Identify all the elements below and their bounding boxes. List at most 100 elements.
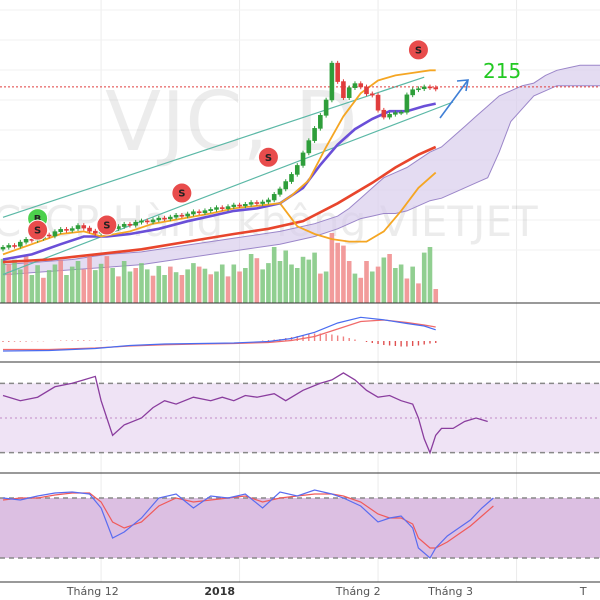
volume-bar [427, 247, 433, 303]
target-price-label: 215 [483, 59, 521, 83]
macd-line [2, 316, 436, 352]
sell-signal-marker: S [27, 219, 49, 241]
volume-bar [139, 263, 144, 303]
candle-body [191, 211, 196, 215]
volume-bar [375, 266, 381, 303]
candle-body [18, 241, 23, 247]
candle-body [283, 181, 289, 190]
candle-body [294, 165, 300, 175]
candle-body [150, 219, 156, 223]
macd-pane [2, 316, 437, 352]
candle-body [364, 86, 369, 95]
volume-bar [323, 271, 329, 303]
signal-letter: S [34, 226, 41, 237]
candle-body [416, 88, 421, 91]
trend-channel [2, 76, 454, 275]
volume-bar [231, 264, 237, 303]
volume-bar [300, 256, 306, 303]
candle-body [231, 204, 237, 207]
x-tick-label: Tháng 12 [66, 585, 119, 598]
volume-bar [283, 250, 289, 303]
volume-bar [173, 272, 179, 303]
volume-bar [208, 274, 214, 303]
volume-bar [150, 275, 156, 303]
rsi-line [2, 372, 488, 455]
arrow-head [456, 79, 469, 92]
volume-bar [306, 259, 312, 303]
candle-body [381, 109, 387, 118]
volume-bar [387, 254, 392, 303]
volume-bars [0, 233, 439, 303]
volume-bar [29, 275, 35, 303]
candle-body [352, 83, 358, 89]
candle-body [219, 207, 225, 209]
target-arrow [439, 79, 469, 119]
candle-body [266, 199, 271, 203]
volume-bar [398, 264, 404, 303]
ichimoku-cloud [2, 64, 600, 276]
candle-body [12, 245, 17, 247]
volume-bar [393, 268, 398, 303]
volume-bar [75, 261, 81, 303]
volume-bar [202, 268, 208, 303]
candle-body [254, 202, 260, 204]
candle-body [52, 231, 58, 237]
candle-body [346, 87, 352, 98]
candle-body [93, 230, 98, 234]
x-tick-label: 2018 [204, 585, 235, 598]
candle-body [369, 93, 375, 96]
candle-body [69, 228, 75, 231]
candle-body [375, 94, 381, 111]
volume-bar [352, 273, 358, 303]
signal-circle [96, 214, 118, 236]
candle-body [179, 214, 185, 217]
volume-bar [341, 245, 346, 303]
candle-body [323, 99, 329, 116]
ma-fast-line [2, 69, 436, 256]
candle-body [23, 239, 29, 243]
candle-body [271, 194, 277, 201]
sell-signal-marker: S [407, 39, 429, 61]
candle-body [75, 225, 81, 229]
signal-letter: S [415, 45, 422, 56]
ma-slow-line [2, 145, 437, 264]
signal-letter: B [34, 214, 42, 225]
volume-bar [214, 271, 219, 303]
volume-bar [260, 269, 265, 303]
volume-bar [271, 247, 277, 303]
volume-bar [294, 268, 300, 303]
volume-bar [93, 270, 98, 303]
volume-bar [98, 263, 104, 303]
volume-bar [312, 252, 317, 303]
candle-body [185, 213, 190, 217]
candle-body [427, 86, 433, 89]
stoch-k-line [2, 489, 494, 559]
signal-letter: S [265, 153, 272, 164]
volume-bar [421, 252, 427, 303]
volume-bar [104, 256, 110, 303]
cloud-upper-line [2, 64, 600, 266]
candle-body [335, 62, 340, 82]
watermark: VJC, D CTCP Hàng không VIETJET [0, 75, 538, 246]
signal-letter: S [103, 221, 110, 232]
volume-bar [0, 258, 6, 303]
signal-circle [27, 219, 49, 241]
volume-bar [410, 266, 415, 303]
candle-body [248, 202, 254, 205]
volume-bar [87, 256, 92, 303]
candle-body [277, 188, 283, 195]
volume-bar [364, 261, 369, 303]
volume-bar [266, 263, 271, 303]
volume-bar [335, 242, 340, 303]
volume-bar [277, 261, 283, 303]
volume-bar [219, 264, 225, 303]
candle-body [312, 128, 317, 141]
x-axis-labels: Tháng 12 2018 Tháng 2 Tháng 3 T [66, 585, 587, 598]
candle-body [127, 223, 133, 226]
candle-body [81, 225, 87, 229]
candle-body [162, 217, 167, 220]
candle-body [208, 209, 214, 211]
candle-body [196, 211, 202, 214]
